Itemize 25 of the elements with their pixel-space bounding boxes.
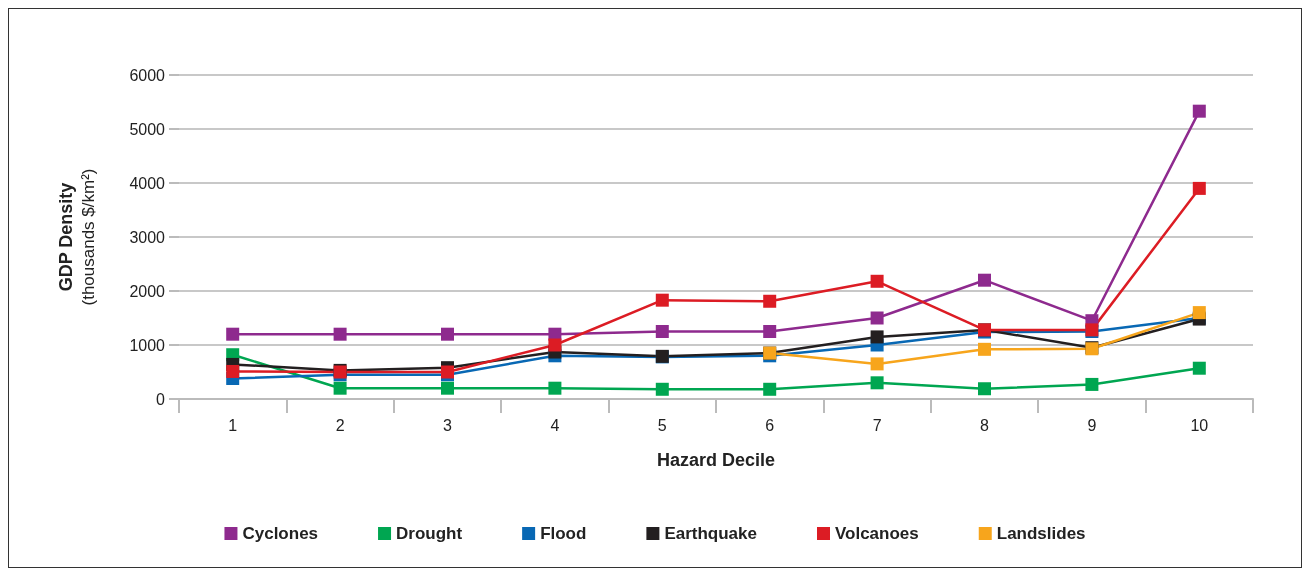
x-tick-label: 3 [443, 416, 453, 434]
legend-label: Earthquake [664, 524, 757, 543]
y-tick-label: 2000 [129, 282, 166, 300]
legend-label: Volcanoes [834, 524, 919, 543]
legend-label: Flood [540, 524, 587, 543]
x-axis-title: Hazard Decile [656, 450, 776, 470]
y-tick-label: 1000 [129, 336, 166, 354]
legend-label: Landslides [996, 524, 1086, 543]
y-tick-label: 5000 [129, 120, 166, 138]
legend-label: Cyclones [242, 524, 319, 543]
x-tick-label: 6 [765, 416, 775, 434]
x-tick-label: 2 [335, 416, 345, 434]
x-tick-label: 1 [228, 416, 238, 434]
legend-label: Drought [396, 524, 463, 543]
x-tick-label: 10 [1190, 416, 1209, 434]
y-tick-label: 4000 [129, 174, 166, 192]
y-tick-label: 0 [156, 390, 166, 408]
x-tick-label: 4 [550, 416, 560, 434]
x-tick-label: 8 [980, 416, 990, 434]
x-tick-label: 7 [872, 416, 882, 434]
x-tick-label: 9 [1087, 416, 1097, 434]
x-tick-label: 5 [657, 416, 667, 434]
y-tick-label: 6000 [129, 66, 166, 84]
y-tick-label: 3000 [129, 228, 166, 246]
y-axis-title: GDP Density (thousands $/km²) [56, 168, 98, 306]
